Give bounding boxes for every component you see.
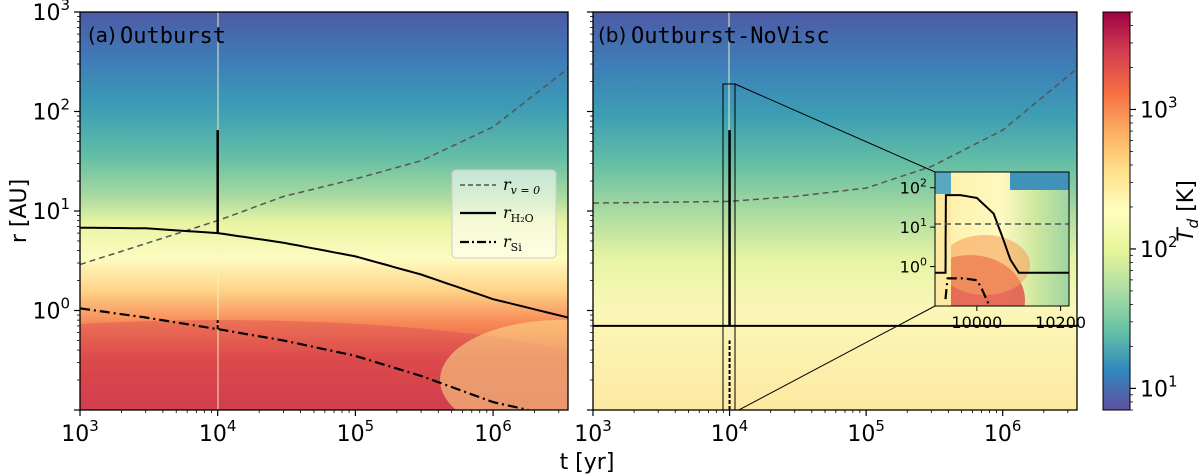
y-axis-label: r [AU]: [7, 179, 32, 243]
colorbar-label: Td [K]: [1174, 180, 1200, 242]
legend-box: [451, 169, 557, 259]
panel-a-xtick-label: 105: [337, 417, 375, 447]
panel-a-series-rh2o: [80, 226, 568, 319]
panel-a: (a) Outburst rv = 0 rH₂O rSi: [79, 11, 569, 411]
colorbar-tick-label: 102: [1140, 233, 1178, 263]
panel-a-ytick-label: 103: [32, 0, 70, 26]
panel-b-title: Outburst-NoVisc: [631, 24, 830, 49]
inset-warm-region: [940, 235, 1030, 295]
zoom-connector-top: [734, 83, 936, 173]
panel-b-xtick-label: 106: [984, 417, 1022, 447]
inset-cool-top: [1010, 172, 1069, 190]
panel-a-series-rv0: [80, 68, 568, 266]
colorbar-tick-label: 101: [1140, 372, 1178, 402]
panel-b-letter: (b): [598, 23, 626, 47]
panel-a-xtick-label: 106: [474, 417, 512, 447]
colorbar-gradient: [1102, 11, 1131, 411]
colorbar-tick-label: 103: [1140, 93, 1178, 123]
panel-b-xtick-label: 105: [847, 417, 885, 447]
panel-b-series-rv0: [593, 68, 1077, 204]
zoom-box: [722, 83, 736, 410]
panel-b-xtick-label: 104: [711, 417, 749, 447]
panel-a-xtick-label: 103: [61, 417, 99, 447]
panel-a-ytick-label: 101: [32, 195, 70, 225]
zoom-connector-bottom: [737, 305, 936, 410]
panel-a-letter: (a): [88, 23, 116, 47]
inset-series-rsi: [944, 277, 991, 306]
colorbar: 101 102 103 Td [K]: [1102, 11, 1200, 411]
inset-xtick-label: 10000: [951, 313, 1002, 332]
panel-a-series-rsi: [80, 307, 529, 410]
panel-b-xtick-label: 103: [574, 417, 612, 447]
panel-a-ytick-label: 102: [32, 96, 70, 126]
x-axis-label: t [yr]: [560, 450, 615, 475]
inset-cool-strip: [935, 172, 951, 194]
panel-a-xtick-label: 104: [199, 417, 237, 447]
inset-frame: [934, 171, 1070, 307]
panel-a-title: Outburst: [120, 24, 226, 49]
panel-a-ytick-label: 100: [32, 295, 70, 325]
inset-pre-outburst: [935, 194, 951, 306]
panel-a-cool-region: [440, 320, 568, 410]
legend: rv = 0 rH₂O rSi: [451, 169, 557, 259]
inset-series-rh2o: [935, 194, 1069, 274]
inset-xtick-label: 10200: [1035, 313, 1086, 332]
